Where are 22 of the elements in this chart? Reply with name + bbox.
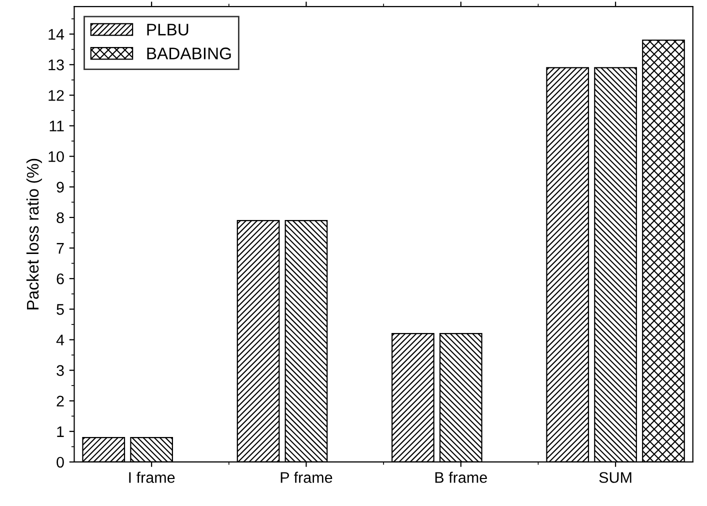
y-tick-label: 2: [56, 396, 64, 406]
x-tick-label: SUM: [599, 472, 632, 483]
y-tick-label: 3: [56, 365, 64, 376]
y-tick-label: 14: [48, 29, 64, 40]
y-tick-label: 1: [57, 426, 64, 437]
y-tick-label: 4: [56, 334, 64, 346]
y-tick-label: 13: [48, 60, 64, 70]
y-tick-label: 6: [56, 273, 64, 284]
y-axis-title: Packet loss ratio (%): [26, 158, 42, 310]
y-tick-label: 0: [56, 456, 64, 468]
x-tick-label: B frame: [435, 472, 487, 483]
x-tick-label: P frame: [280, 472, 332, 483]
y-tick-label: 12: [48, 90, 64, 101]
x-tick-label: I frame: [129, 472, 175, 483]
y-tick-label: 5: [56, 304, 64, 315]
y-tick-label: 10: [48, 151, 64, 162]
y-tick-label: 9: [56, 182, 64, 193]
y-tick-label: 11: [50, 120, 64, 132]
y-tick-label: 8: [56, 212, 64, 224]
legend-label: BADABING: [147, 48, 231, 60]
y-tick-label: 7: [56, 243, 64, 254]
legend-label: PLBU: [147, 24, 188, 36]
